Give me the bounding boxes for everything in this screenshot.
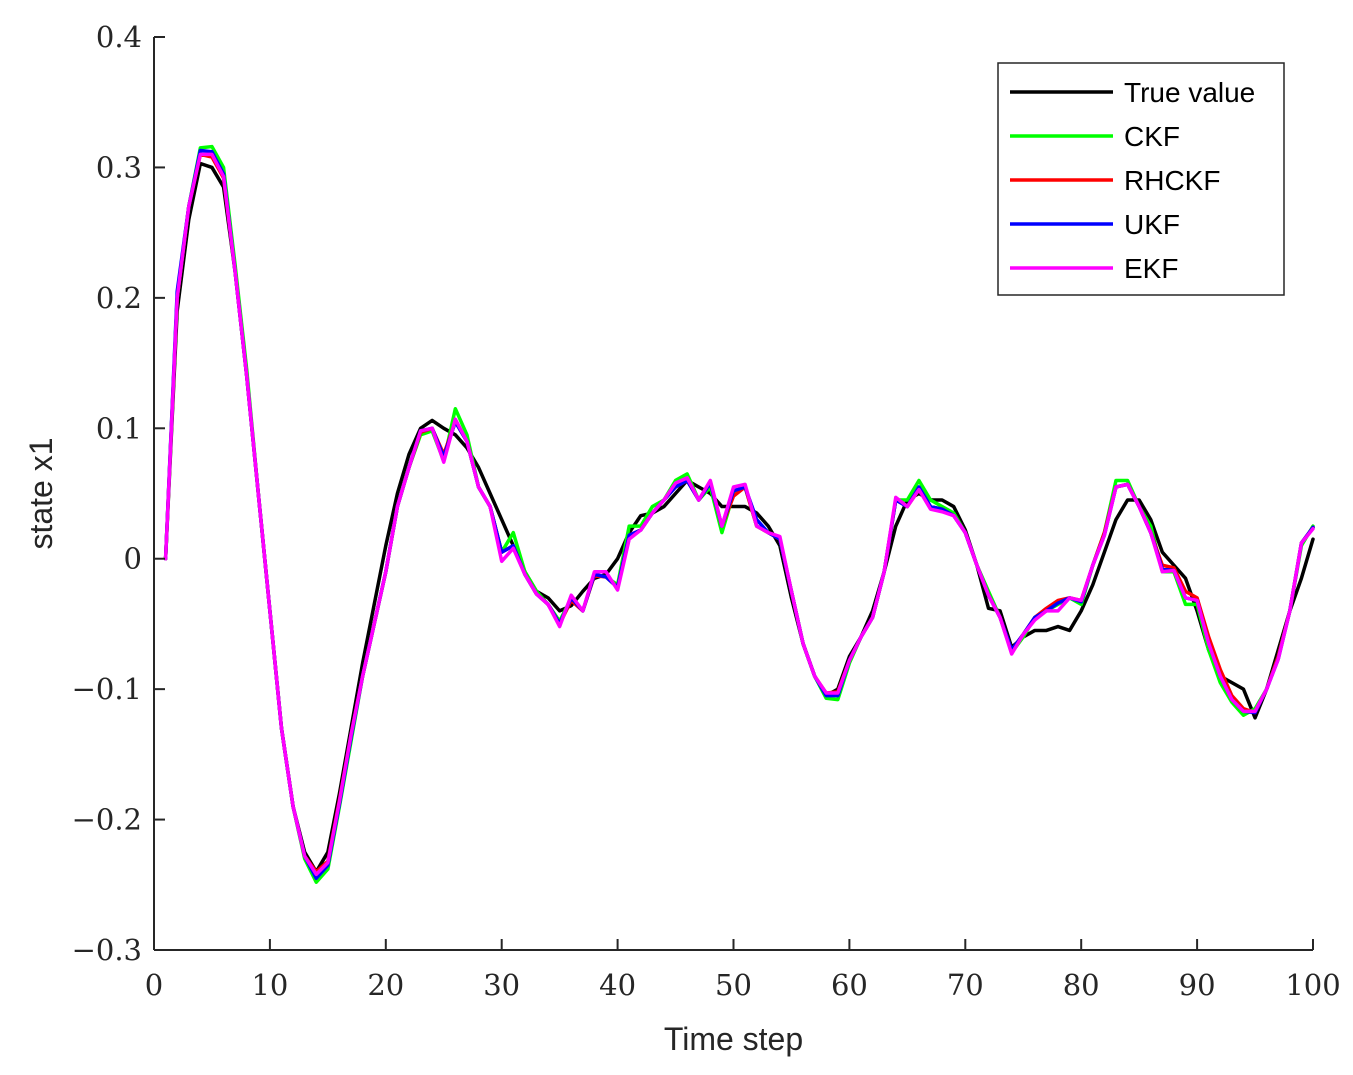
y-tick-label: 0.1 [96, 411, 142, 445]
y-tick-label: −0.2 [72, 803, 142, 837]
x-ticks: 0 10 20 30 40 50 60 70 80 90 100 [145, 939, 1341, 1002]
y-tick-label: −0.1 [72, 672, 142, 706]
legend-label: EKF [1124, 253, 1178, 284]
y-tick-label: 0.2 [96, 281, 142, 315]
x-tick-label: 10 [251, 968, 288, 1002]
y-axis-title: state x1 [23, 437, 59, 549]
legend-label: True value [1124, 77, 1255, 108]
y-tick-label: 0.3 [96, 150, 142, 184]
axes: 0 10 20 30 40 50 60 70 80 90 100 −0.3 −0.2 −0.1 0 0.1 0… [72, 20, 1341, 1002]
x-tick-label: 50 [715, 968, 752, 1002]
legend-label: CKF [1124, 121, 1180, 152]
legend: True value CKF RHCKF UKF EKF [997, 62, 1285, 296]
plot-lines [163, 144, 1315, 884]
x-tick-label: 100 [1285, 968, 1340, 1002]
x-tick-label: 30 [483, 968, 520, 1002]
x-tick-label: 60 [831, 968, 868, 1002]
y-tick-label: −0.3 [72, 933, 142, 967]
legend-items: True value CKF RHCKF UKF EKF [1010, 77, 1255, 284]
x-tick-label: 80 [1063, 968, 1100, 1002]
legend-label: UKF [1124, 209, 1180, 240]
legend-label: RHCKF [1124, 165, 1220, 196]
x-tick-label: 0 [145, 968, 163, 1002]
x-tick-label: 70 [947, 968, 984, 1002]
x-axis-title: Time step [664, 1021, 803, 1057]
series-line-ekf [163, 152, 1315, 877]
x-tick-label: 90 [1179, 968, 1216, 1002]
y-tick-label: 0.4 [96, 20, 142, 54]
y-tick-label: 0 [124, 542, 142, 576]
x-tick-label: 40 [599, 968, 636, 1002]
x-tick-label: 20 [367, 968, 404, 1002]
y-ticks: −0.3 −0.2 −0.1 0 0.1 0.2 0.3 0.4 [72, 20, 165, 967]
series-line-true-value [163, 161, 1315, 874]
